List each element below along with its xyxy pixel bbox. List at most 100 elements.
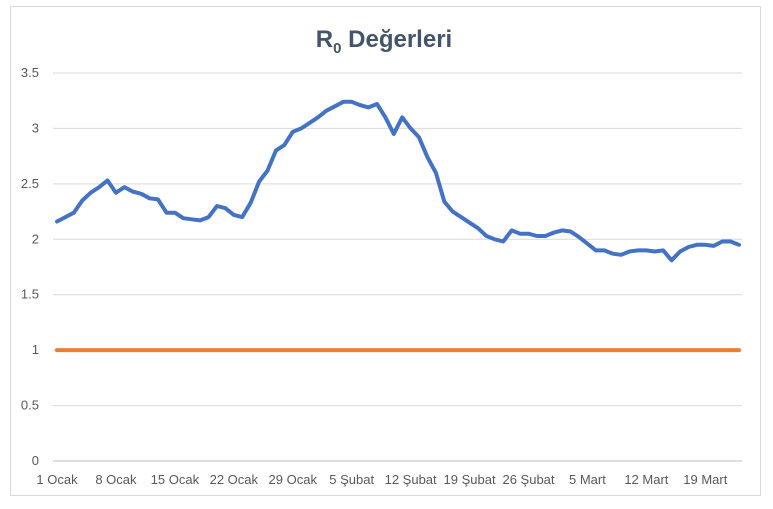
- data-point: [341, 100, 345, 104]
- x-tick-label: 1 Ocak: [36, 472, 78, 487]
- data-point: [484, 234, 488, 238]
- data-point: [493, 237, 497, 241]
- x-tick-label: 5 Şubat: [329, 472, 374, 487]
- data-point: [653, 249, 657, 253]
- data-point: [89, 191, 93, 195]
- x-tick-label: 29 Ocak: [269, 472, 318, 487]
- y-tick-label: 1.5: [21, 287, 39, 302]
- data-point: [324, 109, 328, 113]
- data-point: [527, 232, 531, 236]
- data-point: [661, 248, 665, 252]
- data-point: [156, 197, 160, 201]
- data-point: [510, 228, 514, 232]
- data-point: [585, 242, 589, 246]
- data-point: [619, 253, 623, 257]
- y-tick-label: 3: [32, 120, 39, 135]
- data-point: [543, 234, 547, 238]
- data-point: [265, 169, 269, 173]
- data-point: [55, 220, 59, 224]
- data-point: [72, 211, 76, 215]
- x-tick-label: 8 Ocak: [95, 472, 137, 487]
- data-point: [425, 155, 429, 159]
- data-point: [164, 211, 168, 215]
- data-point: [434, 171, 438, 175]
- data-point: [240, 215, 244, 219]
- data-point: [729, 240, 733, 244]
- data-point: [720, 240, 724, 244]
- plot-series: [55, 99, 741, 353]
- data-point: [106, 179, 110, 183]
- data-point: [560, 228, 564, 232]
- data-point: [139, 192, 143, 196]
- x-tick-label: 22 Ocak: [210, 472, 259, 487]
- y-tick-label: 0: [32, 453, 39, 468]
- data-point: [350, 100, 354, 104]
- data-point: [291, 130, 295, 134]
- x-tick-label: 12 Şubat: [385, 472, 437, 487]
- data-point: [409, 126, 413, 130]
- data-point: [114, 191, 118, 195]
- data-point: [190, 217, 194, 221]
- data-point: [80, 198, 84, 202]
- data-point: [207, 215, 211, 219]
- data-point: [257, 180, 261, 184]
- data-point: [535, 234, 539, 238]
- data-point: [442, 200, 446, 204]
- x-tick-label: 15 Ocak: [151, 472, 200, 487]
- data-point: [518, 232, 522, 236]
- data-point: [383, 115, 387, 119]
- data-point: [459, 215, 463, 219]
- gridlines: [53, 72, 742, 462]
- data-point: [392, 132, 396, 136]
- data-point: [358, 103, 362, 107]
- data-point: [400, 115, 404, 119]
- data-point: [274, 149, 278, 153]
- data-point: [569, 230, 573, 234]
- data-point: [131, 190, 135, 194]
- data-point: [223, 206, 227, 210]
- series-line-r0: [55, 99, 741, 263]
- data-point: [316, 115, 320, 119]
- data-point: [232, 213, 236, 217]
- data-point: [678, 249, 682, 253]
- data-point: [299, 126, 303, 130]
- data-point: [173, 211, 177, 215]
- y-tick-label: 2: [32, 231, 39, 246]
- data-point: [501, 240, 505, 244]
- data-point: [552, 231, 556, 235]
- data-point: [367, 105, 371, 109]
- data-point: [686, 245, 690, 249]
- data-point: [198, 218, 202, 222]
- data-point: [97, 185, 101, 189]
- data-point: [468, 221, 472, 225]
- data-point: [215, 204, 219, 208]
- data-point: [577, 235, 581, 239]
- data-point: [594, 248, 598, 252]
- data-point: [712, 244, 716, 248]
- data-point: [417, 135, 421, 139]
- x-axis-ticks: 1 Ocak 8 Ocak 15 Ocak 22 Ocak 29 Ocak 5 Şubat…: [36, 472, 727, 487]
- y-tick-label: 1: [32, 342, 39, 357]
- data-point: [451, 210, 455, 214]
- data-point: [476, 226, 480, 230]
- data-point: [611, 252, 615, 256]
- data-point: [282, 143, 286, 147]
- y-tick-label: 3.5: [21, 65, 39, 80]
- data-point: [628, 249, 632, 253]
- data-point: [703, 243, 707, 247]
- data-point: [602, 248, 606, 252]
- data-point: [181, 216, 185, 220]
- y-tick-label: 0.5: [21, 398, 39, 413]
- x-tick-label: 5 Mart: [569, 472, 606, 487]
- x-tick-label: 26 Şubat: [502, 472, 554, 487]
- x-tick-label: 19 Mart: [683, 472, 727, 487]
- x-tick-label: 12 Mart: [624, 472, 668, 487]
- data-point: [375, 102, 379, 106]
- data-point: [63, 215, 67, 219]
- data-point: [333, 104, 337, 108]
- data-point: [644, 248, 648, 252]
- data-point: [670, 258, 674, 262]
- x-tick-label: 19 Şubat: [444, 472, 496, 487]
- y-tick-label: 2.5: [21, 176, 39, 191]
